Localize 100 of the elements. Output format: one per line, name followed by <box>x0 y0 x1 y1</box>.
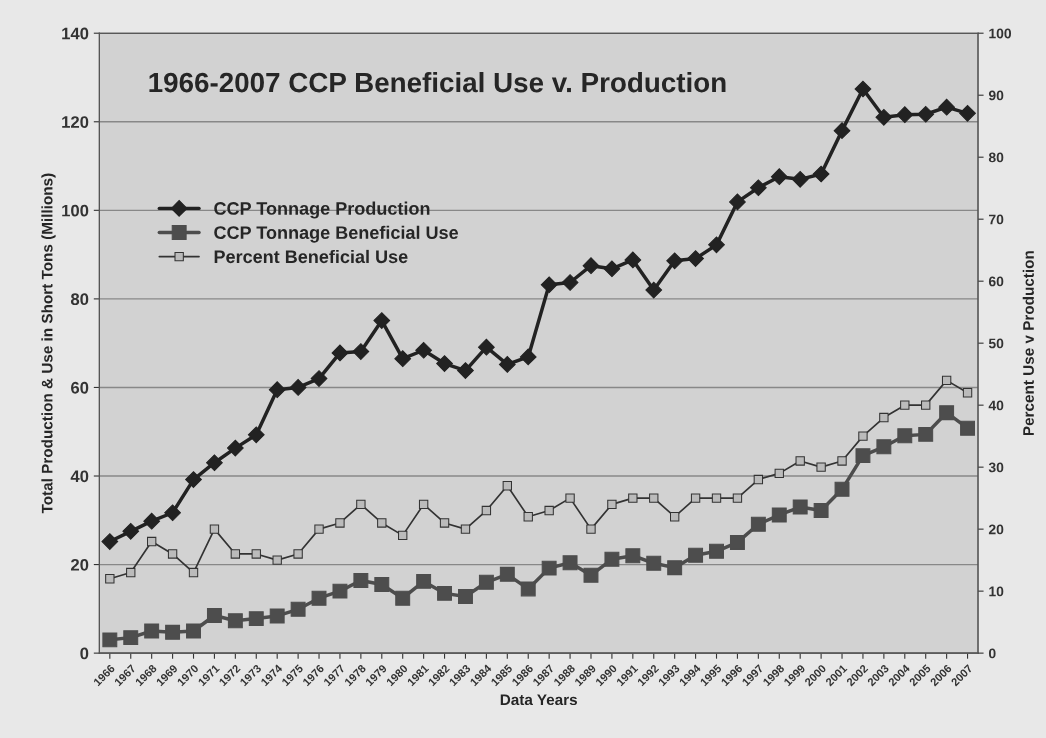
point <box>875 108 893 126</box>
point <box>227 613 243 629</box>
point <box>854 80 872 98</box>
point <box>879 412 889 423</box>
point <box>293 549 303 559</box>
y2-tick-label: 60 <box>988 276 1004 287</box>
point <box>771 507 787 523</box>
point <box>711 493 722 503</box>
point <box>812 165 830 183</box>
point <box>561 274 579 291</box>
point <box>897 428 913 444</box>
point <box>855 448 871 464</box>
point <box>917 105 935 123</box>
point <box>439 518 450 528</box>
point <box>437 585 453 601</box>
point <box>332 583 348 599</box>
y2-tick-label: 100 <box>989 28 1012 39</box>
point <box>774 468 784 479</box>
point <box>436 355 453 372</box>
point <box>519 348 537 366</box>
point <box>185 471 202 488</box>
y2-tick-label: 80 <box>988 152 1004 163</box>
point <box>247 426 265 444</box>
point <box>833 122 851 139</box>
point <box>144 623 160 639</box>
y-tick-label: 100 <box>62 204 89 217</box>
point <box>310 370 328 387</box>
point <box>628 493 638 503</box>
legend-label: Percent Beneficial Use <box>214 249 408 264</box>
point <box>837 456 847 466</box>
point <box>624 251 642 269</box>
point <box>460 524 471 534</box>
point <box>123 630 139 646</box>
point <box>167 549 178 559</box>
point <box>938 98 956 116</box>
point <box>226 439 244 457</box>
point <box>146 536 157 547</box>
y-axis-title: Total Production & Use in Short Tons (Millions) <box>41 173 56 514</box>
point <box>398 530 408 541</box>
point <box>101 533 119 550</box>
point <box>394 350 412 368</box>
point <box>209 524 220 534</box>
point <box>813 503 829 519</box>
point <box>188 567 199 578</box>
point <box>498 356 516 373</box>
point <box>481 505 492 516</box>
legend-label: CCP Tonnage Production <box>214 201 430 219</box>
point <box>335 518 345 528</box>
point <box>251 549 261 559</box>
point <box>645 281 663 299</box>
point <box>356 499 366 510</box>
point <box>604 551 620 567</box>
point <box>415 341 433 359</box>
point <box>941 375 952 386</box>
point <box>377 518 387 528</box>
point <box>418 499 429 510</box>
point <box>834 481 850 497</box>
y2-tick-label: 20 <box>988 524 1004 535</box>
text: 1966-2007 CCP Beneficial Use v. Production <box>149 71 726 93</box>
x-axis-title: Data Years <box>500 694 577 706</box>
point <box>690 493 701 503</box>
point <box>502 481 512 491</box>
point <box>164 504 181 522</box>
point <box>416 573 432 589</box>
point <box>816 462 826 472</box>
point <box>562 555 578 571</box>
point <box>289 379 307 396</box>
point <box>565 493 575 503</box>
point <box>687 250 704 267</box>
point <box>122 522 140 540</box>
point <box>352 343 370 360</box>
point <box>729 193 746 211</box>
point <box>795 456 805 466</box>
point <box>102 632 118 648</box>
point <box>586 524 596 534</box>
point <box>900 400 910 410</box>
point <box>770 168 788 186</box>
point <box>921 400 931 410</box>
y-tick-label: 120 <box>62 116 89 128</box>
point <box>269 608 285 624</box>
y2-tick-label: 40 <box>988 400 1004 411</box>
point <box>523 512 533 522</box>
point <box>791 170 809 188</box>
point <box>206 608 222 623</box>
point <box>272 555 282 565</box>
point <box>918 426 934 442</box>
point <box>314 524 324 534</box>
point <box>876 439 892 455</box>
point <box>541 560 557 576</box>
y2-axis-title: Percent Use v Production <box>1022 251 1034 436</box>
point <box>667 560 683 576</box>
point <box>165 624 181 640</box>
y2-tick-label: 10 <box>989 586 1004 597</box>
y2-tick-label: 30 <box>988 462 1004 473</box>
point <box>540 276 558 294</box>
point <box>732 493 743 503</box>
y-tick-label: 20 <box>70 558 89 571</box>
point <box>478 574 494 590</box>
y-tick-label: 40 <box>70 470 89 483</box>
point <box>499 566 515 582</box>
